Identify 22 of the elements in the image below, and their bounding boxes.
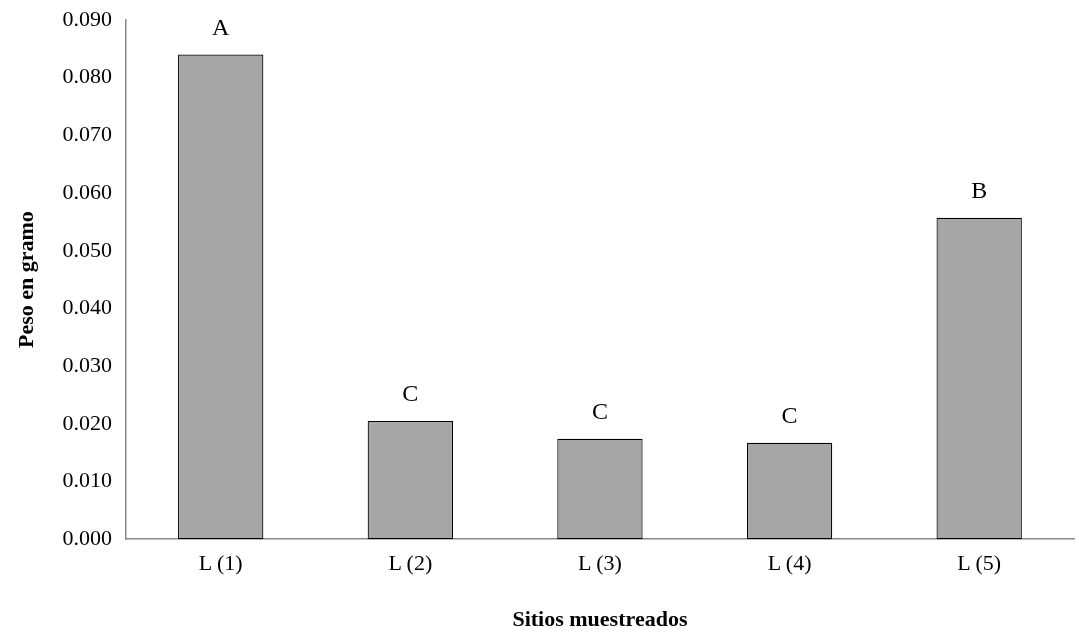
y-tick-label: 0.030 [62, 351, 112, 377]
annotation: C [402, 380, 419, 407]
y-axis-title: Peso en gramo [12, 211, 38, 349]
x-tick-label: L (3) [578, 550, 622, 576]
y-tick-label: 0.050 [62, 236, 112, 262]
y-tick-label: 0.010 [62, 467, 112, 493]
y-tick-label: 0.070 [62, 121, 112, 147]
x-tick-label: L (4) [767, 550, 812, 576]
x-tick-label: L (2) [388, 550, 433, 576]
y-tick-label: 0.040 [62, 294, 112, 320]
y-tick-label: 0.090 [62, 5, 112, 31]
y-tick-label: 0.060 [62, 178, 112, 204]
annotation: C [591, 398, 608, 425]
annotation: C [781, 402, 798, 429]
x-tick-label: L (1) [198, 550, 243, 576]
x-tick-label: L (5) [957, 550, 1002, 576]
y-tick-label: 0.020 [62, 409, 112, 435]
annotation: A [212, 13, 231, 40]
y-tick-label: 0.000 [62, 524, 112, 550]
annotation: B [971, 177, 988, 204]
x-axis-title: Sitios muestreados [512, 606, 688, 632]
y-tick-label: 0.080 [62, 63, 112, 89]
